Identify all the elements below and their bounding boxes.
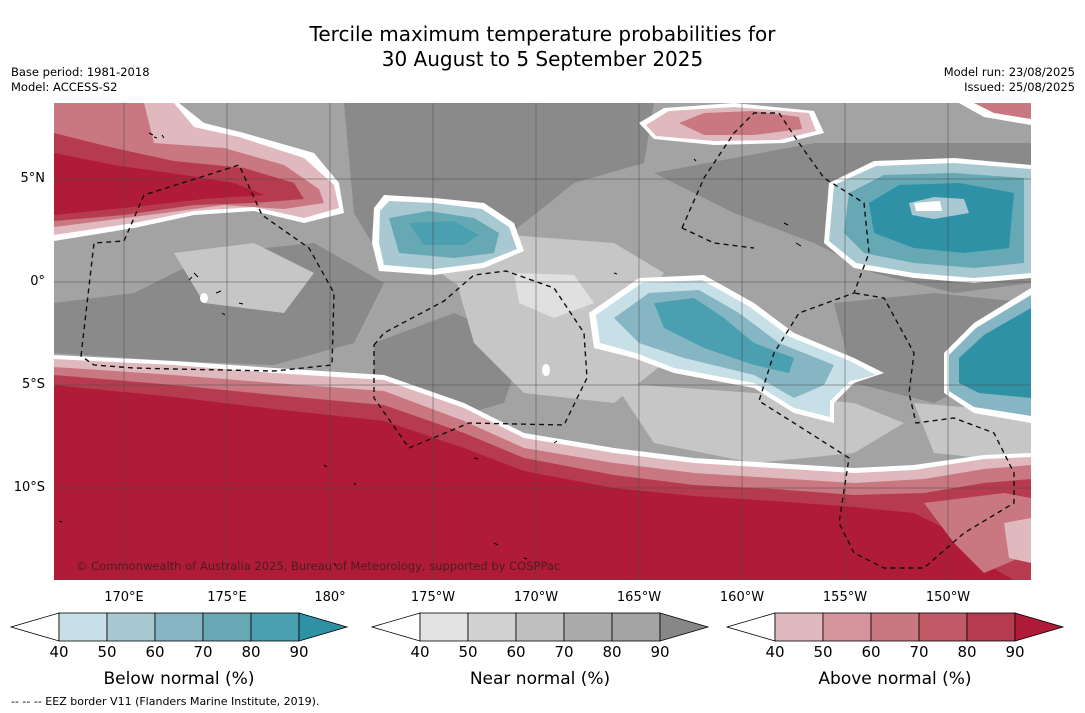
model-text: Model: ACCESS-S2	[11, 80, 118, 94]
below-normal-patch-ne	[869, 183, 1014, 253]
colorbar-near-normal	[371, 612, 710, 642]
colorbar-tick: 90	[650, 643, 670, 661]
colorbar-tick: 90	[289, 643, 309, 661]
map-grid	[54, 103, 1031, 580]
colorbar-tick: 50	[97, 643, 117, 661]
legend-label-above-normal: Above normal (%)	[818, 669, 972, 689]
colorbar-tick: 60	[861, 643, 881, 661]
lon-label: 160°W	[719, 590, 765, 605]
colorbar-tick: 60	[145, 643, 165, 661]
above-normal-patch-se	[924, 493, 1031, 573]
title-line-2: 30 August to 5 September 2025	[381, 47, 704, 71]
lon-label: 155°W	[822, 590, 868, 605]
lat-label-5s: 5°S	[21, 377, 45, 392]
colorbar-tick: 90	[1005, 643, 1025, 661]
below-normal-patch-ne	[914, 201, 942, 211]
eez-footnote: -- -- -- EEZ border V11 (Flanders Marine…	[11, 695, 320, 708]
legend-label-below-normal: Below normal (%)	[103, 669, 255, 689]
lon-label: 170°E	[104, 590, 144, 605]
coastlines	[58, 132, 802, 567]
colorbar-tick: 50	[458, 643, 478, 661]
above-normal-patch-north	[679, 111, 802, 135]
below-normal-patch-e	[959, 308, 1031, 398]
above-normal-patch-se	[1004, 518, 1031, 563]
colorbar-tick: 40	[765, 643, 785, 661]
probability-map	[54, 103, 1031, 580]
near-normal-light-zone	[174, 243, 314, 313]
colorbar-tick: 60	[506, 643, 526, 661]
island-speck	[542, 364, 550, 376]
island-speck	[200, 293, 208, 303]
lon-label: 170°W	[513, 590, 559, 605]
legend-label-near-normal: Near normal (%)	[469, 669, 611, 689]
meta-left: Base period: 1981-2018 Model: ACCESS-S2	[11, 65, 150, 95]
lon-label: 180°	[314, 590, 346, 605]
colorbar-tick: 40	[49, 643, 69, 661]
lat-label-0: 0°	[30, 274, 45, 289]
above-normal-band-nw	[54, 153, 264, 215]
eez-borders	[80, 112, 1015, 569]
lon-label: 165°W	[616, 590, 662, 605]
meta-right: Model run: 23/08/2025 Issued: 25/08/2025	[944, 65, 1075, 95]
above-normal-patch-ne	[974, 103, 1031, 119]
base-period-text: Base period: 1981-2018	[11, 65, 150, 79]
below-normal-patch-w	[409, 221, 479, 245]
colorbar-tick: 80	[602, 643, 622, 661]
colorbar-tick: 70	[193, 643, 213, 661]
lon-label: 175°E	[207, 590, 247, 605]
colorbar-below-normal	[10, 612, 349, 642]
lon-label: 175°W	[410, 590, 456, 605]
colorbar-above-normal	[726, 612, 1065, 642]
issued-text: Issued: 25/08/2025	[964, 80, 1075, 94]
map-title: Tercile maximum temperature probabilitie…	[0, 22, 1085, 72]
colorbar-tick: 80	[957, 643, 977, 661]
above-normal-band-south	[54, 385, 1014, 580]
below-normal-tongue	[654, 298, 794, 373]
near-normal-light-zone	[514, 273, 594, 318]
colorbar-tick: 70	[554, 643, 574, 661]
model-run-text: Model run: 23/08/2025	[943, 65, 1075, 79]
lat-label-5n: 5°N	[20, 171, 46, 186]
colorbar-tick: 50	[813, 643, 833, 661]
colorbar-tick: 40	[410, 643, 430, 661]
copyright-text: © Commonwealth of Australia 2025, Bureau…	[76, 559, 561, 573]
colorbar-tick: 80	[241, 643, 261, 661]
lon-label: 150°W	[925, 590, 971, 605]
colorbar-tick: 70	[909, 643, 929, 661]
title-line-1: Tercile maximum temperature probabilitie…	[309, 22, 776, 46]
lat-label-10s: 10°S	[13, 480, 45, 495]
